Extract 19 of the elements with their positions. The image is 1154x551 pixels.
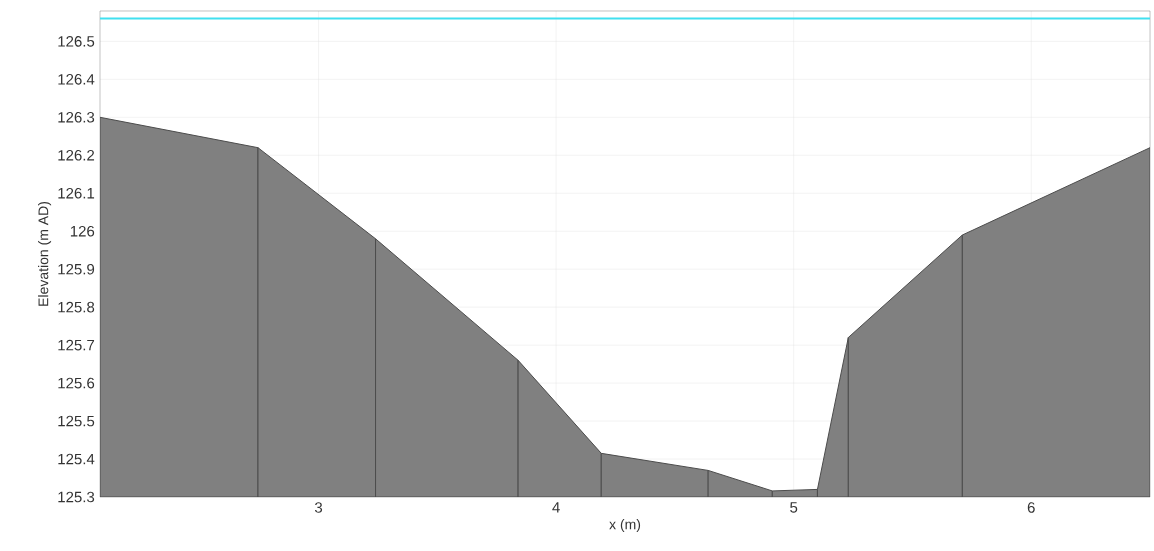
y-tick-label: 126.3 xyxy=(58,112,95,123)
y-tick-label: 125.5 xyxy=(58,415,95,427)
y-tick-label: 126.1 xyxy=(58,187,95,199)
x-axis-title: x (m) xyxy=(609,519,641,533)
y-tick-label: 125.4 xyxy=(58,453,95,465)
y-axis-title: Elevation (m AD) xyxy=(38,201,52,306)
x-tick-label: 6 xyxy=(1027,502,1035,513)
y-tick-label: 125.9 xyxy=(58,263,95,275)
x-tick-label: 4 xyxy=(552,502,560,513)
y-tick-label: 125.6 xyxy=(58,377,95,389)
x-tick-label: 3 xyxy=(314,502,323,513)
x-tick-label: 5 xyxy=(790,502,798,513)
y-tick-label: 125.3 xyxy=(58,491,95,503)
y-tick-label: 126 xyxy=(70,225,95,237)
y-tick-label: 126.2 xyxy=(58,149,95,161)
y-tick-label: 125.8 xyxy=(58,301,95,313)
y-tick-label: 126.4 xyxy=(58,74,95,85)
y-tick-label: 125.7 xyxy=(58,339,95,351)
y-tick-label: 126.5 xyxy=(58,36,95,47)
